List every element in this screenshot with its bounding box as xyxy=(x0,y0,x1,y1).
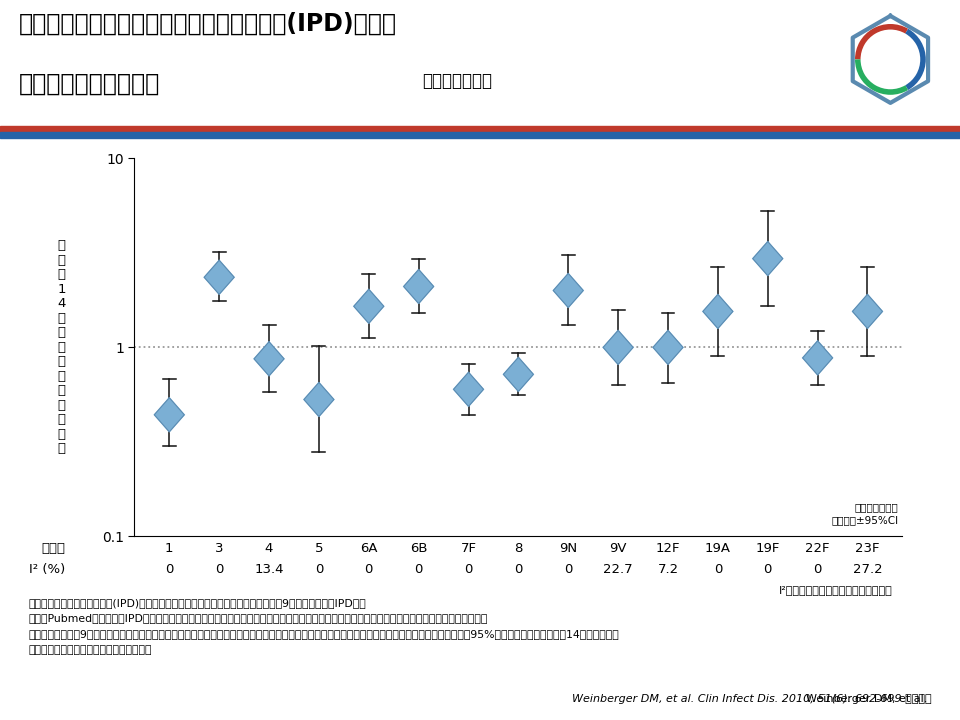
Text: 抽出された9研究についてメタ解析を実施し、ランダム効果法を用いて、個々の研究およびプールドデータの血清型特異的死亡リスクの推定値、95%信頼区間、および血清型1: 抽出された9研究についてメタ解析を実施し、ランダム効果法を用いて、個々の研究およ… xyxy=(29,629,619,639)
Text: 27.2: 27.2 xyxy=(852,563,882,576)
Text: 0: 0 xyxy=(465,563,472,576)
Text: 19F: 19F xyxy=(756,542,780,555)
Text: 4: 4 xyxy=(265,542,274,555)
Text: 8: 8 xyxy=(515,542,522,555)
Text: I² (%): I² (%) xyxy=(29,563,65,576)
Text: 肺炎球菌の血清型と侵襲性肺炎球菌感染症(IPD)および: 肺炎球菌の血清型と侵襲性肺炎球菌感染症(IPD)および xyxy=(19,12,397,35)
Text: 対象：侵襲性肺炎球菌感染症(IPD)における血清型と転帰について検討した臨床研究9件から抽出したIPD患者: 対象：侵襲性肺炎球菌感染症(IPD)における血清型と転帰について検討した臨床研究… xyxy=(29,598,367,608)
Bar xyxy=(0,126,960,132)
Polygon shape xyxy=(653,330,683,364)
Polygon shape xyxy=(603,330,633,364)
Text: 7.2: 7.2 xyxy=(658,563,679,576)
Polygon shape xyxy=(503,357,534,392)
Text: 6A: 6A xyxy=(360,542,377,555)
Polygon shape xyxy=(304,382,334,417)
Text: 5: 5 xyxy=(315,542,324,555)
Text: 6B: 6B xyxy=(410,542,427,555)
Polygon shape xyxy=(354,289,384,323)
Text: 0: 0 xyxy=(564,563,572,576)
Text: 0: 0 xyxy=(763,563,772,576)
Text: 3: 3 xyxy=(215,542,224,555)
Text: 0: 0 xyxy=(315,563,324,576)
Text: 血清型: 血清型 xyxy=(41,542,65,555)
Polygon shape xyxy=(803,341,832,375)
Polygon shape xyxy=(703,294,732,328)
Text: 0: 0 xyxy=(215,563,224,576)
Text: 0: 0 xyxy=(813,563,822,576)
Text: I²：異質性によるリスク比のばらつき: I²：異質性によるリスク比のばらつき xyxy=(780,585,893,595)
Text: 0: 0 xyxy=(713,563,722,576)
Text: Weinberger DM, et al.: Weinberger DM, et al. xyxy=(806,694,931,704)
Text: 19A: 19A xyxy=(705,542,731,555)
Text: 0: 0 xyxy=(415,563,422,576)
Text: Weinberger DM, et al. Clin Infect Dis. 2010; 51(6): 692-699.より改変: Weinberger DM, et al. Clin Infect Dis. 2… xyxy=(571,694,931,704)
Text: 血
清
型
1
4
に
対
す
る
死
亡
リ
ス
ク
比: 血 清 型 1 4 に 対 す る 死 亡 リ ス ク 比 xyxy=(58,239,65,455)
Polygon shape xyxy=(404,269,434,304)
Text: 9N: 9N xyxy=(560,542,577,555)
Text: 12F: 12F xyxy=(656,542,681,555)
Text: 13.4: 13.4 xyxy=(254,563,284,576)
Text: プールドデータ
リスク比±95%CI: プールドデータ リスク比±95%CI xyxy=(831,503,899,525)
Text: 【海外データ】: 【海外データ】 xyxy=(422,72,492,90)
Text: 1: 1 xyxy=(165,542,174,555)
Text: 7F: 7F xyxy=(461,542,476,555)
Text: 0: 0 xyxy=(365,563,373,576)
Text: 22.7: 22.7 xyxy=(603,563,633,576)
Polygon shape xyxy=(453,372,484,406)
Text: 死亡リスク比を算出し、統合した。: 死亡リスク比を算出し、統合した。 xyxy=(29,645,153,655)
Polygon shape xyxy=(254,342,284,376)
Text: 0: 0 xyxy=(515,563,522,576)
Text: 9V: 9V xyxy=(610,542,627,555)
Polygon shape xyxy=(852,294,882,328)
Polygon shape xyxy=(204,260,234,294)
Text: 0: 0 xyxy=(165,563,174,576)
Polygon shape xyxy=(753,242,782,276)
Text: 髄膜炎の転帰の関連性: 髄膜炎の転帰の関連性 xyxy=(19,72,160,96)
Polygon shape xyxy=(553,274,584,307)
Text: 方法：Pubmedを用いて、IPDおよび髄膜炎における肺炎球菌の血清型と転帰を検討した臨床研究を特定し、システマティックレビューを実施した。: 方法：Pubmedを用いて、IPDおよび髄膜炎における肺炎球菌の血清型と転帰を検… xyxy=(29,613,489,624)
Bar xyxy=(0,132,960,138)
Polygon shape xyxy=(155,397,184,432)
Text: 22F: 22F xyxy=(805,542,829,555)
Text: 23F: 23F xyxy=(855,542,879,555)
